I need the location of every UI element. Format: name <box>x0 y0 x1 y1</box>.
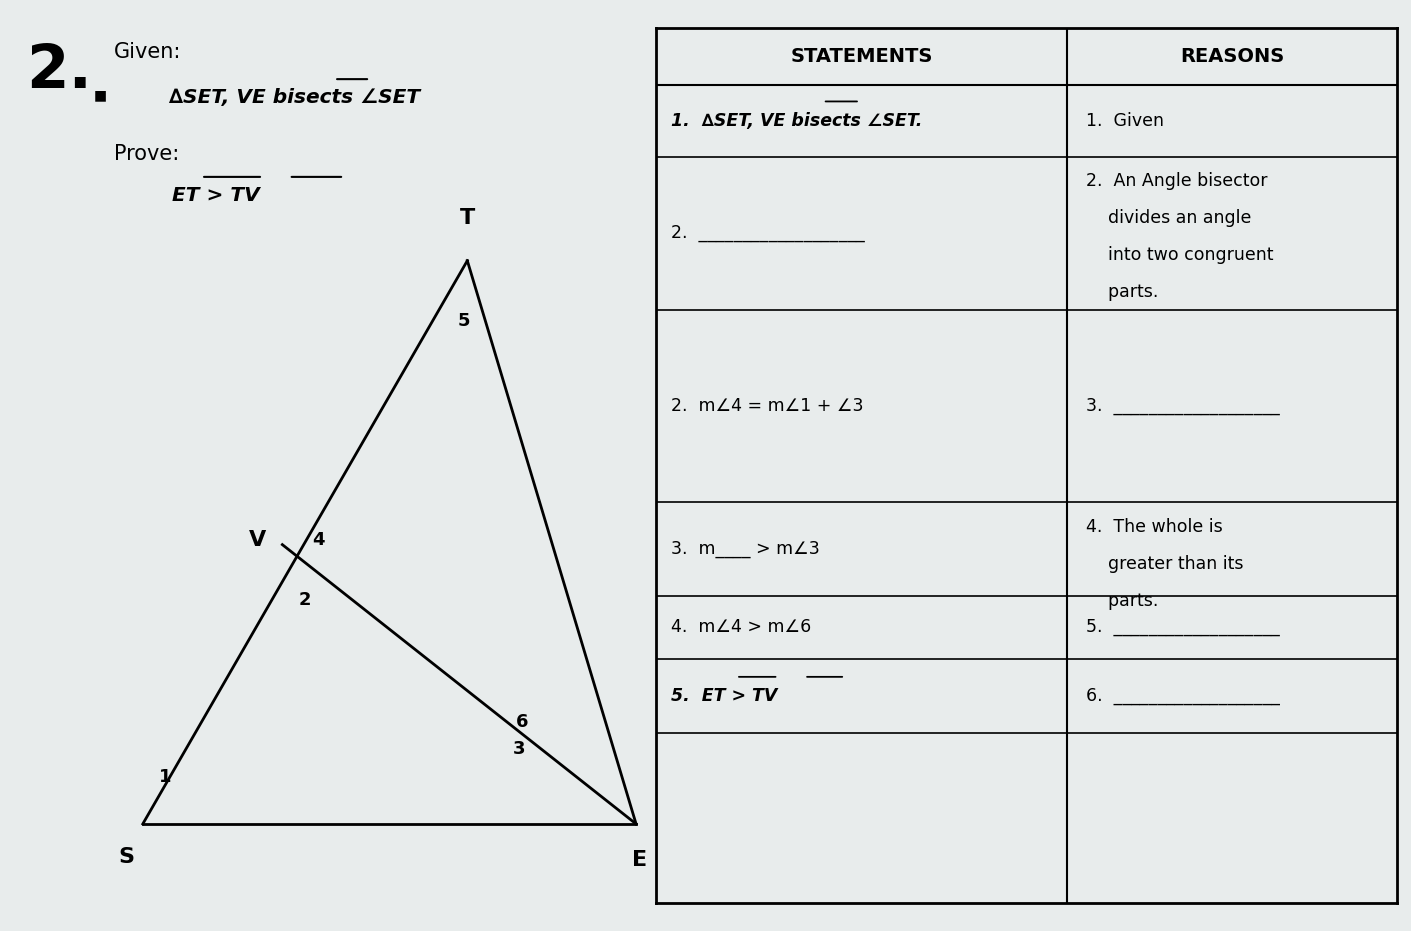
Text: parts.: parts. <box>1086 283 1158 301</box>
Text: 2.  An Angle bisector: 2. An Angle bisector <box>1086 172 1267 190</box>
Text: Prove:: Prove: <box>113 144 179 164</box>
Text: 3.  ___________________: 3. ___________________ <box>1086 397 1280 415</box>
Text: 3: 3 <box>514 740 525 759</box>
Text: 6: 6 <box>516 712 529 731</box>
Text: parts.: parts. <box>1086 591 1158 610</box>
Text: into two congruent: into two congruent <box>1086 246 1273 263</box>
Text: 3.  m____ > m∠3: 3. m____ > m∠3 <box>672 540 820 558</box>
Text: V: V <box>248 530 267 550</box>
Text: ∆SET, VE bisects ∠SET: ∆SET, VE bisects ∠SET <box>169 88 420 107</box>
Text: REASONS: REASONS <box>1180 47 1284 66</box>
Text: greater than its: greater than its <box>1086 555 1243 573</box>
Text: E: E <box>632 850 646 870</box>
Text: 4: 4 <box>312 531 325 549</box>
Text: 6.  ___________________: 6. ___________________ <box>1086 687 1280 705</box>
Text: divides an angle: divides an angle <box>1086 209 1252 227</box>
Text: 5: 5 <box>457 312 470 331</box>
Text: 5.  ___________________: 5. ___________________ <box>1086 618 1280 637</box>
Text: 4.  The whole is: 4. The whole is <box>1086 518 1222 536</box>
Text: 2.  ___________________: 2. ___________________ <box>672 224 865 242</box>
Text: 4.  m∠4 > m∠6: 4. m∠4 > m∠6 <box>672 618 811 637</box>
Text: 1.  ∆SET, VE bisects ∠SET.: 1. ∆SET, VE bisects ∠SET. <box>672 112 923 129</box>
Text: 2.  m∠4 = m∠1 + ∠3: 2. m∠4 = m∠1 + ∠3 <box>672 397 864 415</box>
Text: 2.: 2. <box>25 42 92 101</box>
Text: 1.  Given: 1. Given <box>1086 112 1164 129</box>
Text: ET > TV: ET > TV <box>172 186 260 205</box>
Text: STATEMENTS: STATEMENTS <box>790 47 933 66</box>
Text: 5.  ET > TV: 5. ET > TV <box>672 687 777 705</box>
Text: Given:: Given: <box>113 42 181 61</box>
Text: T: T <box>460 209 476 228</box>
Text: 1: 1 <box>159 768 172 787</box>
Text: 2: 2 <box>299 591 312 610</box>
Text: ■: ■ <box>95 88 107 102</box>
Text: S: S <box>119 847 134 867</box>
